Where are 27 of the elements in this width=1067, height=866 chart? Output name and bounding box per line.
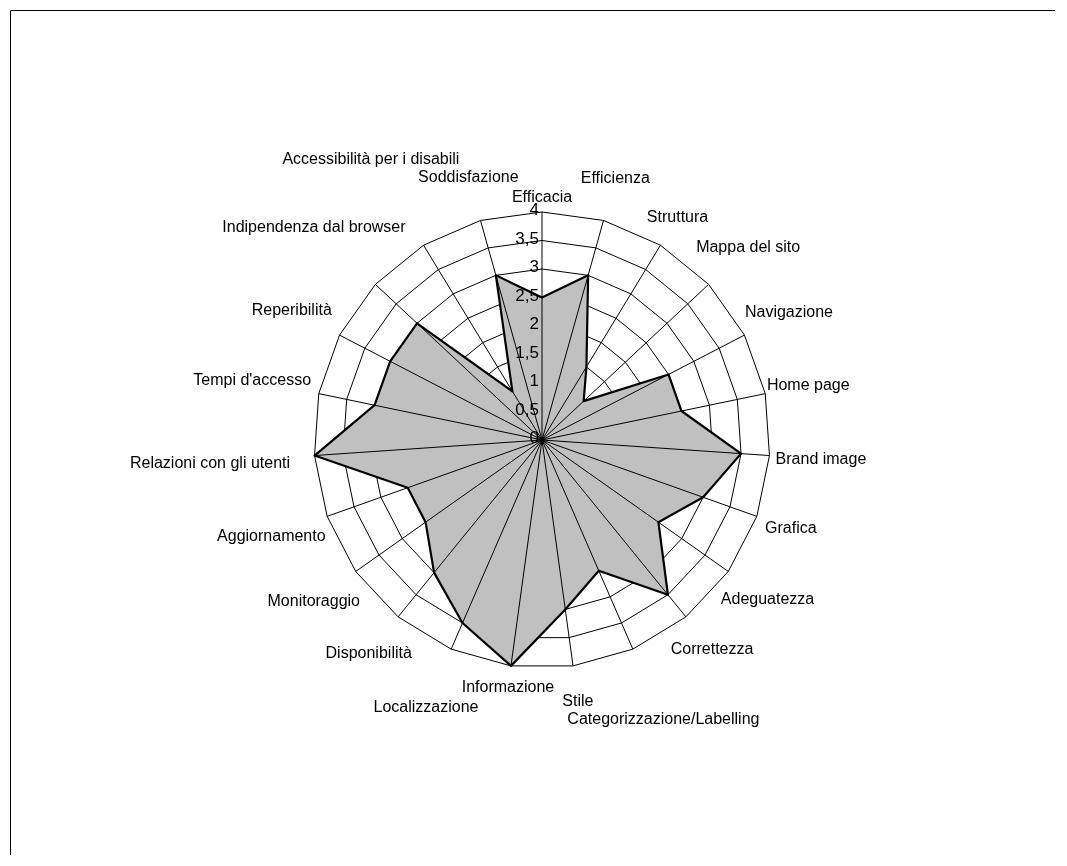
spoke-label: Home page xyxy=(766,375,850,393)
spoke-label: Navigazione xyxy=(744,303,834,321)
spoke-label: Indipendenza dal browser xyxy=(222,218,407,235)
spoke-label: Categorizzazione/Labelling xyxy=(567,710,760,728)
spoke-label: Reperibilità xyxy=(251,301,332,319)
spoke-label: Mappa del sito xyxy=(696,238,801,256)
spoke-label: Efficienza xyxy=(580,169,650,187)
spoke-label: Correttezza xyxy=(670,640,754,658)
spoke-label: Adeguatezza xyxy=(720,590,815,608)
spoke-label: Relazioni con gli utenti xyxy=(129,453,291,471)
y-tick-label: 1,5 xyxy=(515,342,539,362)
spoke-label: Localizzazione xyxy=(373,698,479,716)
spoke-label: Informazione xyxy=(461,678,555,696)
spoke-label: Efficacia xyxy=(511,188,573,205)
spoke-label: Stile xyxy=(562,692,594,710)
y-tick-label: 0 xyxy=(529,428,539,447)
spoke-label: Struttura xyxy=(646,208,709,226)
spoke-label: Monitoraggio xyxy=(267,592,361,610)
spoke-label: Accessibilità per i disabili xyxy=(282,149,460,167)
spoke-label: Aggiornamento xyxy=(217,527,326,545)
spoke-label: Tempi d'accesso xyxy=(193,370,312,388)
y-tick-label: 2 xyxy=(529,314,539,333)
spoke-label: Soddisfazione xyxy=(418,168,519,186)
y-tick-label: 1 xyxy=(529,371,539,390)
spoke-label: Disponibilità xyxy=(325,644,412,662)
spoke-label: Grafica xyxy=(765,519,817,537)
spoke-label: Brand image xyxy=(775,450,867,468)
